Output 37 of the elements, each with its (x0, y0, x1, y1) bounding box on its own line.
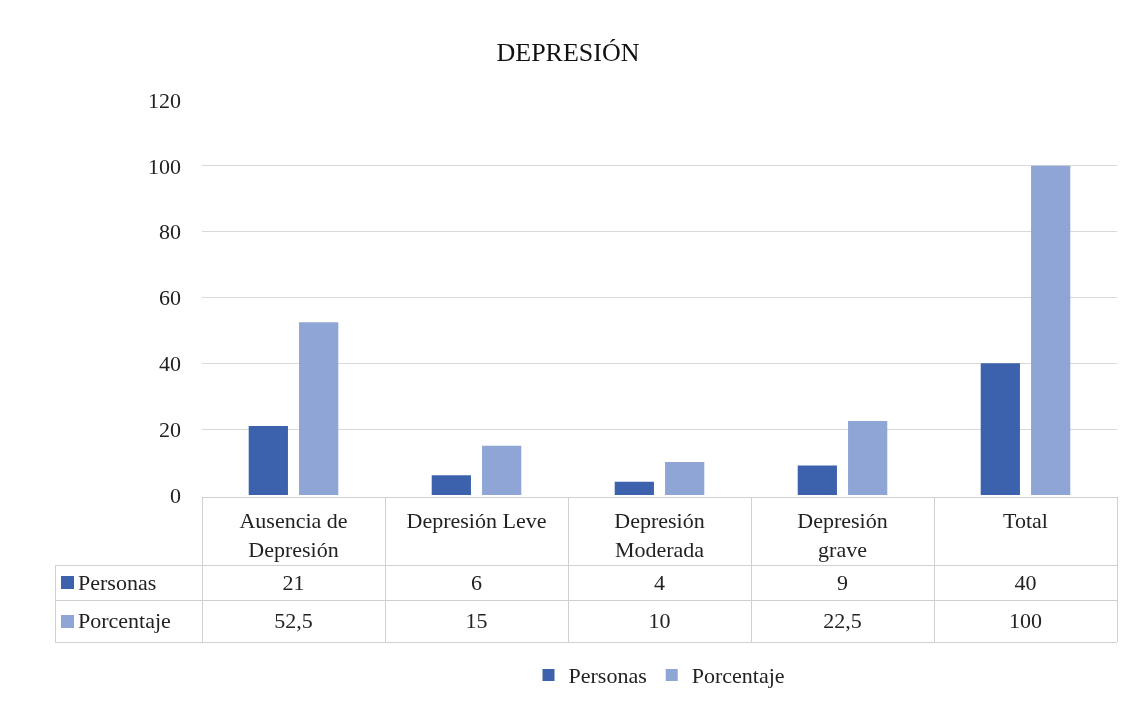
bar (299, 322, 339, 495)
legend-label: Personas (78, 569, 157, 596)
y-tick-label: 0 (170, 482, 181, 508)
bar (614, 481, 654, 495)
y-tick-label: 120 (148, 87, 181, 113)
bar (248, 425, 288, 495)
bar (848, 420, 888, 495)
chart-title: DEPRESIÓN (496, 38, 640, 68)
y-tick-label: 20 (159, 416, 181, 442)
data-label: 40 (1013, 568, 1038, 597)
y-tick-label: 60 (159, 285, 181, 311)
x-tick-label: Depresión Moderada (614, 508, 705, 562)
bar (797, 465, 837, 495)
data-label: 9 (836, 568, 849, 597)
y-tick-label: 40 (159, 351, 181, 377)
text: Porcentaje (78, 608, 171, 633)
data-label: 22,5 (822, 607, 863, 635)
x-tick-label: Total (1003, 508, 1048, 533)
data-label: 10 (647, 607, 672, 635)
data-label: 6 (470, 568, 483, 597)
x-tick-label: Depresión grave (797, 508, 888, 562)
text: Personas (568, 663, 647, 689)
bar (1031, 165, 1071, 495)
legend-label: Porcentaje (691, 663, 785, 689)
bar (665, 462, 705, 495)
data-label: 21 (281, 568, 306, 597)
x-tick-label: Ausencia de Depresión (239, 508, 348, 562)
bar (431, 475, 471, 495)
x-tick-label: Depresión Leve (406, 508, 547, 533)
data-label: 100 (1008, 607, 1043, 635)
data-label: 4 (653, 568, 666, 597)
data-label: 15 (464, 607, 489, 635)
y-tick-label: 100 (148, 153, 181, 179)
data-label: 52,5 (273, 607, 314, 635)
y-tick-label: 80 (159, 219, 181, 245)
bar (980, 363, 1020, 495)
bar (482, 445, 522, 495)
